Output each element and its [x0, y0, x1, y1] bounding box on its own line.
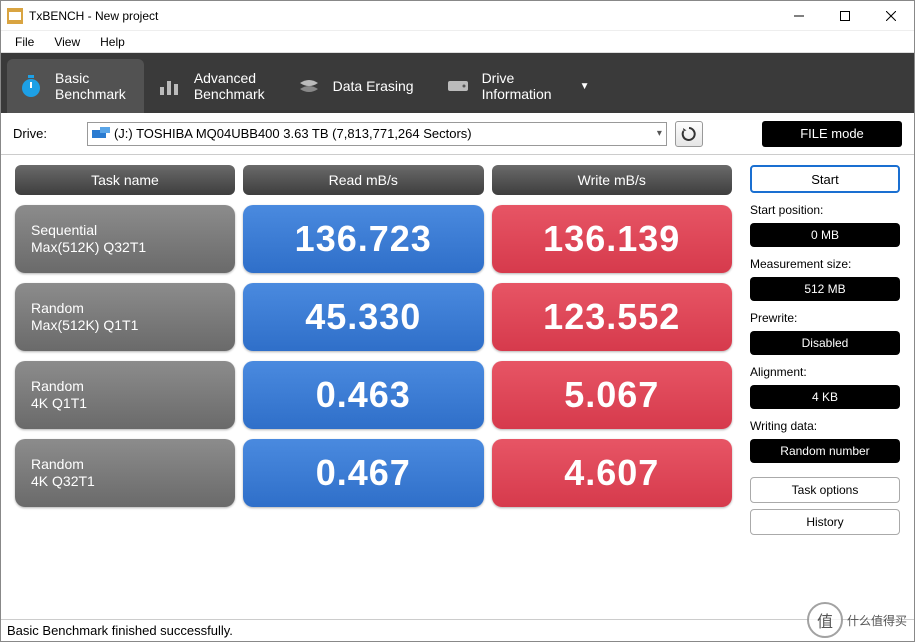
write-value: 136.139	[492, 205, 733, 273]
read-value: 0.467	[243, 439, 484, 507]
task-name: Random Max(512K) Q1T1	[15, 283, 235, 351]
app-icon	[7, 8, 23, 24]
tab-advanced-label: Advanced Benchmark	[194, 70, 265, 102]
stopwatch-icon	[17, 72, 45, 100]
chevron-down-icon: ▾	[657, 128, 662, 139]
bar-chart-icon	[156, 72, 184, 100]
read-value: 0.463	[243, 361, 484, 429]
result-row: Random 4K Q1T1 0.463 5.067	[15, 361, 732, 429]
task-name: Random 4K Q1T1	[15, 361, 235, 429]
read-value: 136.723	[243, 205, 484, 273]
write-value: 123.552	[492, 283, 733, 351]
tab-drive-information[interactable]: Drive Information	[434, 59, 570, 113]
result-row: Sequential Max(512K) Q32T1 136.723 136.1…	[15, 205, 732, 273]
minimize-button[interactable]	[776, 1, 822, 31]
drive-icon	[444, 72, 472, 100]
start-position-label: Start position:	[750, 203, 900, 217]
erase-icon	[295, 72, 323, 100]
start-button[interactable]: Start	[750, 165, 900, 193]
content-area: Task name Read mB/s Write mB/s Sequentia…	[1, 155, 914, 619]
refresh-button[interactable]	[675, 121, 703, 147]
status-bar: Basic Benchmark finished successfully.	[1, 619, 914, 641]
close-button[interactable]	[868, 1, 914, 31]
results-header: Task name Read mB/s Write mB/s	[15, 165, 732, 195]
start-position-value[interactable]: 0 MB	[750, 223, 900, 247]
title-bar: TxBENCH - New project	[1, 1, 914, 31]
header-read: Read mB/s	[243, 165, 484, 195]
hdd-icon	[92, 127, 110, 141]
measurement-size-value[interactable]: 512 MB	[750, 277, 900, 301]
menu-file[interactable]: File	[5, 33, 44, 51]
tab-basic-benchmark[interactable]: Basic Benchmark	[7, 59, 144, 113]
menu-help[interactable]: Help	[90, 33, 135, 51]
task-options-button[interactable]: Task options	[750, 477, 900, 503]
header-write: Write mB/s	[492, 165, 733, 195]
task-name: Random 4K Q32T1	[15, 439, 235, 507]
drive-select[interactable]: (J:) TOSHIBA MQ04UBB400 3.63 TB (7,813,7…	[87, 122, 667, 146]
drive-row: Drive: (J:) TOSHIBA MQ04UBB400 3.63 TB (…	[1, 113, 914, 155]
status-text: Basic Benchmark finished successfully.	[7, 623, 233, 638]
toolbar: Basic Benchmark Advanced Benchmark Data …	[1, 53, 914, 113]
task-name: Sequential Max(512K) Q32T1	[15, 205, 235, 273]
tab-data-erasing[interactable]: Data Erasing	[285, 59, 432, 113]
write-value: 4.607	[492, 439, 733, 507]
read-value: 45.330	[243, 283, 484, 351]
tab-erasing-label: Data Erasing	[333, 78, 414, 94]
file-mode-button[interactable]: FILE mode	[762, 121, 902, 147]
alignment-label: Alignment:	[750, 365, 900, 379]
write-value: 5.067	[492, 361, 733, 429]
prewrite-label: Prewrite:	[750, 311, 900, 325]
result-row: Random 4K Q32T1 0.467 4.607	[15, 439, 732, 507]
measurement-size-label: Measurement size:	[750, 257, 900, 271]
results-panel: Task name Read mB/s Write mB/s Sequentia…	[15, 165, 732, 613]
prewrite-value[interactable]: Disabled	[750, 331, 900, 355]
tab-basic-label: Basic Benchmark	[55, 70, 126, 102]
menu-view[interactable]: View	[44, 33, 90, 51]
tab-advanced-benchmark[interactable]: Advanced Benchmark	[146, 59, 283, 113]
drive-label: Drive:	[13, 126, 47, 141]
drive-selected-text: (J:) TOSHIBA MQ04UBB400 3.63 TB (7,813,7…	[114, 126, 472, 141]
menu-bar: File View Help	[1, 31, 914, 53]
side-panel: Start Start position: 0 MB Measurement s…	[750, 165, 900, 613]
history-button[interactable]: History	[750, 509, 900, 535]
window-title: TxBENCH - New project	[29, 9, 158, 23]
tab-driveinfo-label: Drive Information	[482, 70, 552, 102]
result-row: Random Max(512K) Q1T1 45.330 123.552	[15, 283, 732, 351]
watermark-icon: 值	[807, 602, 843, 638]
refresh-icon	[681, 126, 697, 142]
app-window: TxBENCH - New project File View Help Bas…	[0, 0, 915, 642]
header-task: Task name	[15, 165, 235, 195]
writing-data-value[interactable]: Random number	[750, 439, 900, 463]
watermark: 值 什么值得买	[807, 602, 907, 638]
alignment-value[interactable]: 4 KB	[750, 385, 900, 409]
writing-data-label: Writing data:	[750, 419, 900, 433]
watermark-text: 什么值得买	[847, 612, 907, 629]
maximize-button[interactable]	[822, 1, 868, 31]
toolbar-dropdown-icon[interactable]: ▼	[580, 81, 590, 92]
